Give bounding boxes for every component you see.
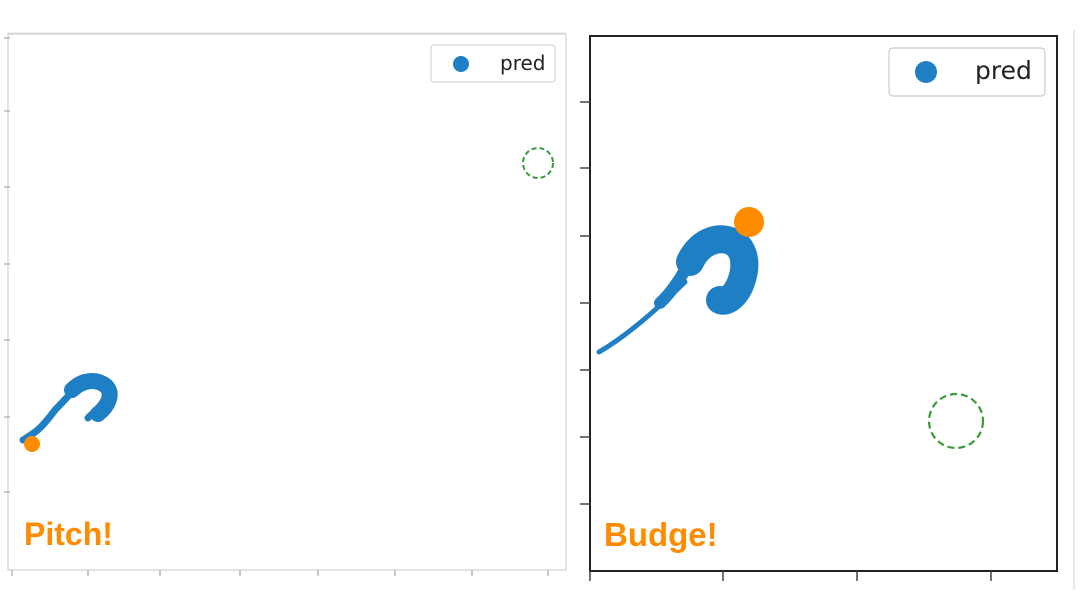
left-legend: pred [430,44,556,83]
right-panel: pred Budge! [580,30,1075,590]
left-x-ticks [11,570,549,576]
left-target-circle [522,147,554,179]
right-target-circle [927,392,985,450]
left-legend-box [430,44,556,83]
left-panel: pred Pitch! [4,32,567,576]
right-pred-trajectory-hook [676,225,759,315]
left-agent-point [24,436,40,452]
right-y-ticks [580,101,590,505]
right-x-ticks [589,571,992,581]
right-legend-label: pred [975,56,1032,85]
right-legend: pred [888,47,1046,97]
left-axes-frame [7,33,567,571]
left-pred-trajectory-hook [64,373,118,422]
left-caption: Pitch! [24,516,113,552]
right-agent-point [734,207,764,237]
left-legend-label: pred [500,51,545,75]
right-caption: Budge! [604,516,718,553]
left-y-ticks [4,37,10,493]
right-legend-marker [915,61,937,83]
left-legend-marker [453,56,469,72]
right-legend-box [888,47,1046,97]
